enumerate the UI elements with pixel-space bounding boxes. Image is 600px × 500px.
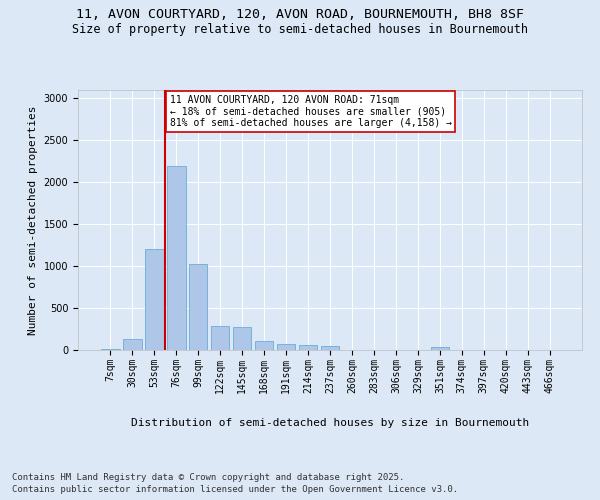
Bar	[101, 349, 119, 350]
Text: Distribution of semi-detached houses by size in Bournemouth: Distribution of semi-detached houses by …	[131, 418, 529, 428]
Bar	[431, 348, 449, 350]
Bar	[145, 248, 164, 350]
Text: Size of property relative to semi-detached houses in Bournemouth: Size of property relative to semi-detach…	[72, 22, 528, 36]
Bar	[277, 344, 295, 350]
Bar	[233, 326, 251, 350]
Text: Contains HM Land Registry data © Crown copyright and database right 2025.: Contains HM Land Registry data © Crown c…	[12, 472, 404, 482]
Bar	[123, 339, 142, 350]
Y-axis label: Number of semi-detached properties: Number of semi-detached properties	[28, 106, 38, 335]
Text: 11 AVON COURTYARD, 120 AVON ROAD: 71sqm
← 18% of semi-detached houses are smalle: 11 AVON COURTYARD, 120 AVON ROAD: 71sqm …	[170, 95, 452, 128]
Bar	[255, 341, 274, 350]
Bar	[299, 344, 317, 350]
Text: 11, AVON COURTYARD, 120, AVON ROAD, BOURNEMOUTH, BH8 8SF: 11, AVON COURTYARD, 120, AVON ROAD, BOUR…	[76, 8, 524, 20]
Bar	[167, 166, 185, 350]
Bar	[320, 346, 340, 350]
Text: Contains public sector information licensed under the Open Government Licence v3: Contains public sector information licen…	[12, 485, 458, 494]
Bar	[189, 264, 208, 350]
Bar	[211, 326, 229, 350]
